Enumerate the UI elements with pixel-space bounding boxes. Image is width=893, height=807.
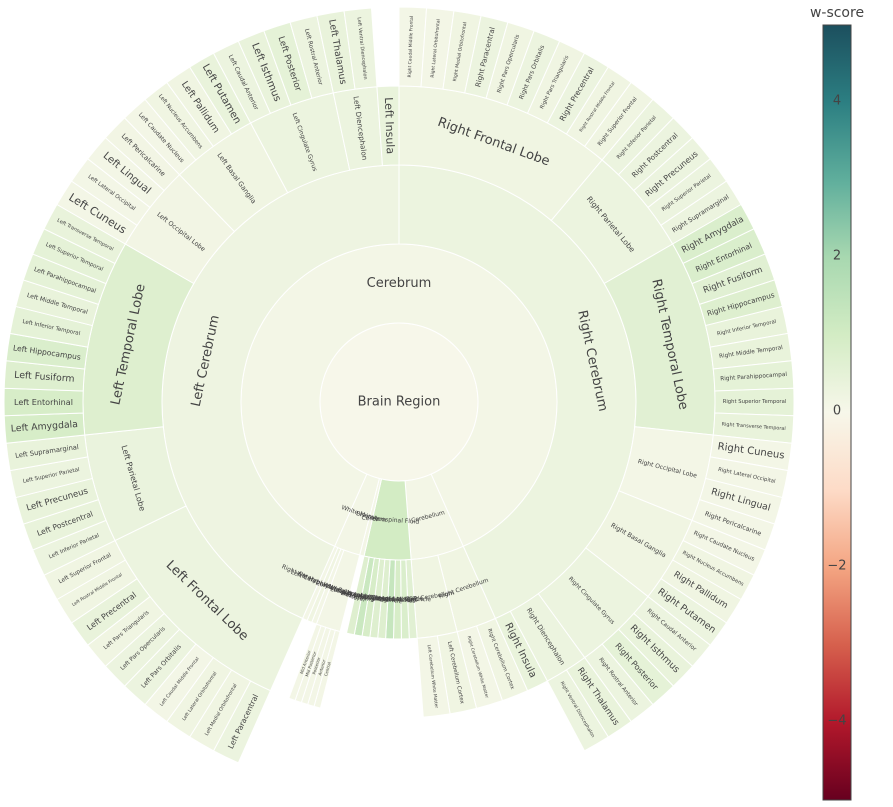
label-csf: CSF — [405, 595, 417, 603]
colorbar-tick: 0 — [833, 404, 841, 419]
label-brain-region: Brain Region — [358, 395, 441, 410]
label-left-insula: Left Insula — [382, 97, 397, 154]
label-right-choroid-plexus: Right Choroid Plexus — [353, 593, 415, 605]
colorbar-tick: 2 — [833, 249, 841, 264]
label-cerebrospinal-fluid: Cerebrospinal Fluid — [361, 515, 419, 526]
colorbar-gradient — [822, 24, 852, 801]
label-right-transverse-temporal: Right Transverse Temporal — [721, 422, 785, 432]
label-left-entorhinal: Left Entorhinal — [14, 397, 73, 407]
label-4th-ventricle: 4th Ventricle — [359, 593, 398, 604]
label-cerebrum: Cerebrum — [367, 276, 432, 291]
label-left-amygdala: Left Amygdala — [10, 419, 78, 435]
label-right-inf-lat-vent: Right Inf Lat Vent — [365, 595, 418, 604]
label-left-fusiform: Left Fusiform — [14, 370, 75, 385]
label-posterior: Posterior — [311, 656, 321, 675]
label-right-lateral-ventricle: Right Lateral Ventricle — [364, 596, 431, 603]
segment-right-cerebral-white-matter[interactable] — [301, 545, 339, 622]
label-3rd-ventricle: 3rd Ventricle — [385, 595, 424, 603]
colorbar-ticks: 4 2 0 −2 −4 — [827, 94, 846, 729]
colorbar-tick: −2 — [827, 559, 846, 574]
colorbar-tick: −4 — [827, 714, 846, 729]
label-right-superior-temporal: Right Superior Temporal — [723, 399, 787, 405]
label-right-caudal-middle-frontal: Right Caudal Middle Frontal — [407, 16, 415, 78]
label-central: Central — [323, 661, 332, 676]
colorbar-title: w-score — [810, 5, 864, 21]
colorbar: w-score 4 2 0 −2 −4 — [810, 5, 864, 801]
colorbar-tick: 4 — [833, 94, 841, 109]
label-anterior: Anterior — [317, 659, 326, 676]
label-right-parahippocampal: Right Parahippocampal — [720, 372, 788, 383]
